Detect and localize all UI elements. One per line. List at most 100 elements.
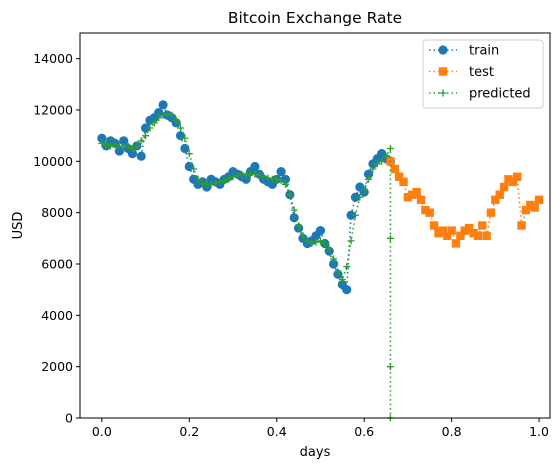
data-point — [177, 124, 185, 132]
data-point — [360, 186, 368, 194]
data-point — [115, 142, 123, 150]
data-point — [386, 363, 394, 371]
data-point — [321, 239, 329, 247]
legend-entry-predicted: predicted — [429, 87, 531, 102]
data-point — [163, 110, 171, 118]
data-point — [351, 211, 359, 219]
data-point — [181, 134, 189, 142]
legend-label: predicted — [469, 87, 531, 102]
data-point — [347, 237, 355, 245]
data-point — [460, 226, 469, 235]
data-point — [517, 221, 526, 230]
data-point — [124, 142, 132, 150]
data-point — [136, 151, 146, 161]
legend-label: train — [469, 44, 499, 59]
series-predicted — [98, 110, 394, 422]
data-point — [534, 195, 544, 205]
data-point — [255, 171, 263, 179]
y-tick-label: 0 — [65, 411, 73, 426]
x-tick-label: 1.0 — [529, 424, 549, 439]
data-point — [264, 174, 272, 182]
data-point — [299, 232, 307, 240]
legend-entry-train: train — [429, 44, 499, 59]
data-point — [334, 268, 342, 276]
legend-entries: train test predicted — [429, 44, 531, 102]
data-point — [378, 157, 386, 165]
data-point — [98, 139, 106, 147]
series-predicted-line — [101, 113, 392, 418]
y-tick-label: 6000 — [41, 257, 73, 272]
data-point — [238, 170, 246, 178]
data-point — [373, 160, 381, 168]
data-point — [491, 195, 500, 205]
data-point — [495, 190, 504, 199]
data-point — [242, 171, 250, 179]
data-point — [280, 174, 291, 184]
data-point — [447, 226, 456, 235]
data-point — [343, 263, 351, 271]
y-axis-ticks: 0 2000 4000 6000 8000 10000 12000 14000 — [33, 51, 80, 426]
data-point — [473, 231, 483, 240]
data-point — [102, 141, 110, 149]
data-point — [146, 124, 154, 132]
chart-title: Bitcoin Exchange Rate — [228, 9, 402, 27]
data-point — [365, 175, 373, 183]
data-point — [120, 143, 128, 151]
data-point — [429, 221, 439, 230]
legend-box — [422, 39, 544, 109]
legend-label: test — [469, 65, 494, 80]
data-point — [277, 177, 285, 185]
data-point — [330, 255, 338, 263]
data-point — [315, 226, 326, 236]
data-point — [150, 119, 158, 127]
x-tick-label: 0.8 — [442, 424, 462, 439]
data-point — [338, 275, 346, 283]
data-point — [526, 200, 535, 210]
x-tick-label: 0.0 — [92, 424, 112, 439]
data-point — [119, 136, 129, 146]
y-tick-label: 8000 — [41, 205, 73, 220]
data-point — [207, 180, 215, 188]
series-layer — [97, 100, 544, 422]
data-point — [220, 177, 228, 185]
y-tick-label: 10000 — [33, 154, 73, 169]
data-point — [346, 210, 356, 220]
data-point — [416, 195, 426, 205]
data-point — [216, 178, 224, 186]
data-point — [190, 165, 198, 173]
data-point — [363, 169, 374, 179]
x-tick-label: 0.2 — [179, 424, 199, 439]
y-axis-title: USD — [11, 212, 26, 240]
x-tick-label: 0.4 — [267, 424, 287, 439]
data-point — [233, 171, 241, 179]
y-tick-label: 14000 — [33, 51, 73, 66]
data-point — [168, 111, 176, 119]
data-point — [158, 100, 168, 110]
data-point — [225, 175, 233, 183]
y-tick-label: 2000 — [41, 359, 73, 374]
data-point — [421, 205, 430, 215]
data-point — [316, 237, 324, 245]
data-point — [111, 141, 119, 149]
data-point — [469, 229, 478, 238]
data-point — [107, 142, 115, 150]
data-point — [175, 131, 186, 141]
data-point — [198, 179, 206, 187]
data-point — [159, 111, 167, 119]
x-tick-label: 0.6 — [354, 424, 374, 439]
data-point — [229, 173, 237, 181]
data-point — [97, 133, 107, 143]
data-point — [241, 174, 251, 184]
data-point — [408, 190, 417, 199]
data-point — [394, 172, 404, 181]
data-point — [172, 116, 180, 124]
data-point — [295, 222, 303, 229]
data-point — [194, 175, 202, 183]
data-point — [399, 177, 408, 187]
data-point — [521, 205, 531, 215]
data-point — [530, 203, 539, 212]
data-point — [504, 175, 513, 184]
data-point — [308, 239, 316, 247]
data-point — [133, 142, 141, 150]
data-point — [127, 149, 138, 159]
